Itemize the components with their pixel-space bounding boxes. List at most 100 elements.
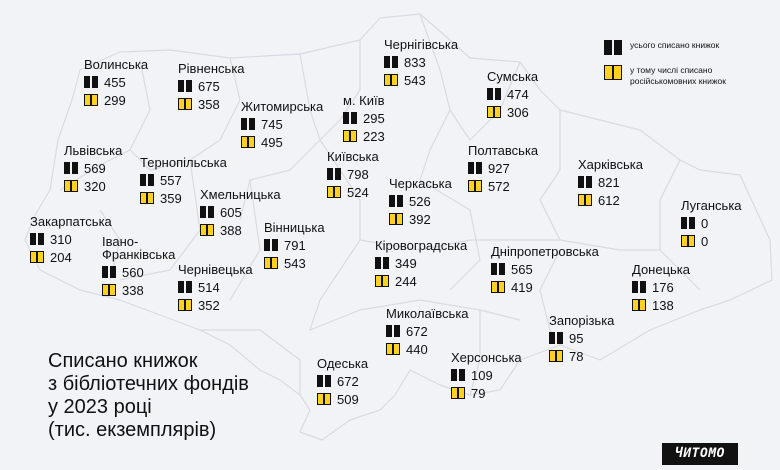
book-icon-dark [64, 162, 78, 174]
region-russian-count: 352 [198, 297, 220, 313]
region-russian-count: 419 [511, 279, 533, 295]
region-total-count-row: 565 [491, 261, 599, 277]
book-icon-dark [386, 325, 400, 337]
book-icon-yellow [84, 94, 98, 106]
region-ternopilska: Тернопільська 557 359 [140, 156, 227, 208]
region-cherkaska: Черкаська 526 392 [389, 177, 452, 229]
region-russian-count: 509 [337, 391, 359, 407]
region-total-count-row: 176 [632, 279, 690, 295]
region-total-count-row: 833 [384, 54, 458, 70]
book-icon-dark [30, 233, 44, 245]
region-zhytomyrska: Житомирська 745 495 [241, 100, 323, 152]
book-icon-dark [178, 281, 192, 293]
region-total-count-row: 310 [30, 231, 112, 247]
region-russian-count-row: 138 [632, 297, 690, 313]
book-icon-yellow [200, 224, 214, 236]
region-odeska: Одеська 672 509 [317, 357, 368, 409]
region-total-count: 474 [507, 86, 529, 102]
book-icon-dark [632, 281, 646, 293]
book-icon-yellow [389, 213, 403, 225]
region-total-count: 798 [347, 166, 369, 182]
title-line: з бібліотечних фондів [48, 373, 249, 395]
region-russian-count-row: 543 [264, 255, 325, 271]
book-icon-yellow [375, 275, 389, 287]
region-total-count-row: 605 [200, 204, 281, 220]
book-icon-dark [604, 40, 622, 55]
region-russian-count: 358 [198, 96, 220, 112]
region-russian-count-row: 543 [384, 72, 458, 88]
region-name: Черкаська [389, 176, 452, 191]
region-total-count-row: 474 [487, 86, 538, 102]
internal-border [359, 239, 660, 251]
region-vinnytska: Вінницька 791 543 [264, 221, 325, 273]
region-total-count-row: 526 [389, 193, 452, 209]
region-total-count-row: 791 [264, 237, 325, 253]
book-icon-dark [327, 168, 341, 180]
region-russian-count-row: 359 [140, 190, 227, 206]
book-icon-yellow [451, 387, 465, 399]
legend-label: у тому числі списано російськомовних кни… [630, 65, 726, 86]
region-name: Вінницька [264, 220, 325, 235]
region-name: Рівненська [178, 61, 245, 76]
region-russian-count-row: 495 [241, 134, 323, 150]
book-icon-dark [389, 195, 403, 207]
region-total-count: 672 [406, 323, 428, 339]
region-luhanska: Луганська 0 0 [681, 199, 742, 251]
region-russian-count-row: 392 [389, 211, 452, 227]
region-total-count: 295 [363, 110, 385, 126]
book-icon-yellow [632, 299, 646, 311]
region-kyiv-city: м. Київ 295 223 [343, 94, 385, 146]
internal-border [319, 40, 361, 141]
region-dnipropetrovska: Дніпропетровська 565 419 [491, 245, 599, 297]
region-total-count: 672 [337, 373, 359, 389]
internal-border [309, 299, 521, 331]
region-total-count: 745 [261, 116, 283, 132]
region-russian-count-row: 572 [468, 178, 538, 194]
book-icon-dark [487, 88, 501, 100]
region-total-count: 833 [404, 54, 426, 70]
region-russian-count: 612 [598, 192, 620, 208]
internal-border [469, 310, 481, 396]
region-name: Тернопільська [140, 155, 227, 170]
region-name: Сумська [487, 69, 539, 84]
book-icon-yellow [386, 343, 400, 355]
book-icon-dark [178, 80, 192, 92]
internal-border [449, 61, 521, 141]
region-russian-count-row: 306 [487, 104, 538, 120]
title-line: Списано книжок [48, 350, 198, 372]
region-total-count: 821 [598, 174, 620, 190]
region-total-count-row: 295 [343, 110, 385, 126]
region-total-count-row: 95 [549, 330, 614, 346]
region-russian-count-row: 78 [549, 348, 614, 364]
region-chernihivska: Чернігівська 833 543 [384, 38, 458, 90]
region-name: Донецька [632, 262, 691, 277]
title-line: (тис. екземплярів) [48, 419, 217, 441]
region-total-count-row: 514 [178, 279, 253, 295]
region-russian-count-row: 509 [317, 391, 368, 407]
region-total-count-row: 927 [468, 160, 538, 176]
book-icon-yellow [487, 106, 501, 118]
region-russian-count-row: 320 [64, 178, 122, 194]
region-mykolaivska: Миколаївська 672 440 [386, 307, 469, 359]
region-total-count: 455 [104, 74, 126, 90]
region-name: Івано- [102, 234, 139, 249]
region-total-count-row: 675 [178, 78, 245, 94]
region-total-count-row: 0 [681, 215, 742, 231]
region-russian-count: 388 [220, 222, 242, 238]
region-name: Київська [327, 149, 379, 164]
region-total-count-row: 109 [451, 367, 522, 383]
book-icon-dark [140, 174, 154, 186]
book-icon-dark [343, 112, 357, 124]
legend: усього списано книжок у тому числі списа… [604, 40, 750, 96]
region-rivnenska: Рівненська 675 358 [178, 62, 245, 114]
region-total-count-row: 569 [64, 160, 122, 176]
title-line: у 2023 році [48, 396, 152, 418]
region-total-count-row: 745 [241, 116, 323, 132]
region-khmelnytska: Хмельницька 605 388 [200, 188, 281, 240]
region-name: м. Київ [343, 93, 385, 108]
region-russian-count: 338 [122, 282, 144, 298]
region-total-count: 569 [84, 160, 106, 176]
book-icon-yellow [178, 299, 192, 311]
region-kharkivska: Харківська 821 612 [578, 158, 643, 210]
region-russian-count-row: 204 [30, 249, 112, 265]
